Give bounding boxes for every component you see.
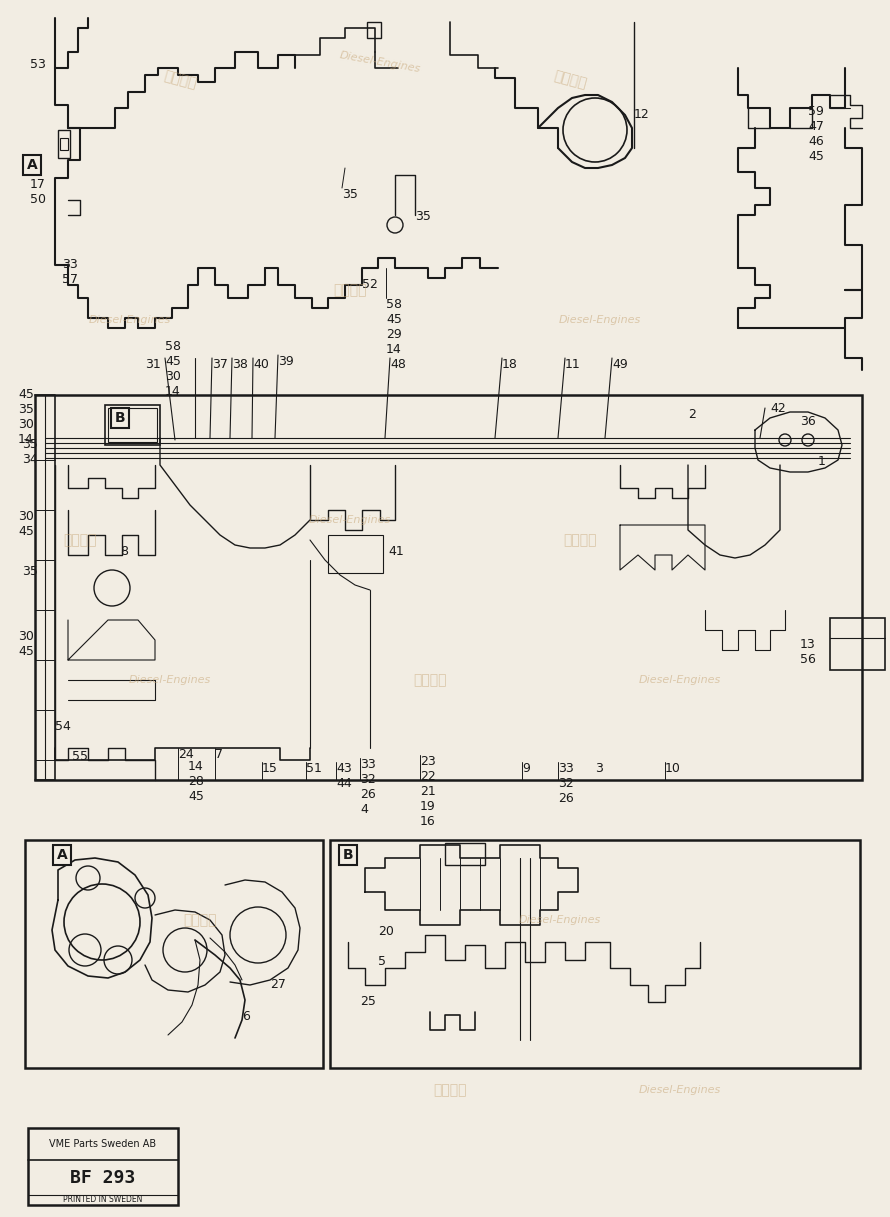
Text: 5: 5 — [378, 955, 386, 968]
Text: B: B — [343, 848, 353, 862]
Text: 30
45: 30 45 — [18, 630, 34, 658]
Text: 25: 25 — [360, 996, 376, 1008]
Bar — [25, 840, 323, 1069]
Text: 33
32
26
4: 33 32 26 4 — [360, 758, 376, 817]
Bar — [35, 396, 862, 780]
Text: 51: 51 — [306, 762, 322, 775]
Text: Diesel-Engines: Diesel-Engines — [309, 515, 391, 525]
Text: 35: 35 — [415, 211, 431, 223]
Text: 54: 54 — [55, 720, 71, 733]
Text: 8: 8 — [120, 545, 128, 559]
Text: 紫发动力: 紫发动力 — [183, 913, 217, 927]
Text: 33
32
26: 33 32 26 — [558, 762, 574, 804]
Text: 24: 24 — [178, 748, 194, 761]
Text: 37: 37 — [212, 358, 228, 371]
Text: 53: 53 — [30, 58, 46, 71]
Text: 35: 35 — [342, 187, 358, 201]
Text: 35: 35 — [22, 565, 38, 578]
Text: 55: 55 — [72, 750, 88, 763]
Text: Diesel-Engines: Diesel-Engines — [639, 675, 721, 685]
Text: 59
47
46
45: 59 47 46 45 — [808, 105, 824, 163]
Bar — [330, 840, 860, 1069]
Bar — [830, 618, 885, 671]
Text: 40: 40 — [253, 358, 269, 371]
Text: 紫发动力: 紫发动力 — [333, 284, 367, 297]
Text: 14
28
45: 14 28 45 — [188, 759, 204, 803]
Text: A: A — [27, 158, 37, 172]
Text: 紫发动力: 紫发动力 — [63, 533, 97, 546]
Text: 45
35
30
14: 45 35 30 14 — [18, 388, 34, 445]
Text: 30
45: 30 45 — [18, 510, 34, 538]
Text: 41: 41 — [388, 545, 404, 559]
Text: 49: 49 — [612, 358, 627, 371]
Text: 52: 52 — [362, 277, 378, 291]
Text: 36: 36 — [800, 415, 816, 428]
Text: 27: 27 — [270, 978, 286, 991]
Text: Diesel-Engines: Diesel-Engines — [129, 675, 211, 685]
Text: 10: 10 — [665, 762, 681, 775]
Text: 6: 6 — [242, 1010, 250, 1023]
Text: Diesel-Engines: Diesel-Engines — [639, 1086, 721, 1095]
Text: Diesel-Engines: Diesel-Engines — [519, 915, 601, 925]
Text: 紫发动力: 紫发动力 — [162, 69, 198, 91]
Text: Diesel-Engines: Diesel-Engines — [338, 50, 421, 74]
Bar — [105, 405, 160, 445]
Bar — [108, 408, 157, 442]
Text: 31: 31 — [145, 358, 161, 371]
Text: 18: 18 — [502, 358, 518, 371]
Text: 11: 11 — [565, 358, 581, 371]
Text: 紫发动力: 紫发动力 — [413, 673, 447, 688]
Text: 紫发动力: 紫发动力 — [563, 533, 597, 546]
Text: 7: 7 — [215, 748, 223, 761]
Text: 39: 39 — [278, 355, 294, 368]
Text: 35
34: 35 34 — [22, 438, 38, 466]
Text: 17
50: 17 50 — [30, 178, 46, 206]
Text: 15: 15 — [262, 762, 278, 775]
Bar — [328, 535, 383, 573]
Text: 33
57: 33 57 — [62, 258, 78, 286]
Text: 3: 3 — [595, 762, 603, 775]
Text: 23
22
21
19
16: 23 22 21 19 16 — [420, 755, 436, 828]
Text: VME Parts Sweden AB: VME Parts Sweden AB — [50, 1139, 157, 1149]
Bar — [58, 130, 70, 158]
Text: 58
45
30
14: 58 45 30 14 — [165, 340, 181, 398]
Text: 2: 2 — [688, 408, 696, 421]
Text: 38: 38 — [232, 358, 248, 371]
Bar — [367, 22, 381, 38]
Text: 紫发动力: 紫发动力 — [552, 69, 588, 91]
Text: Diesel-Engines: Diesel-Engines — [89, 315, 171, 325]
Text: 20: 20 — [378, 925, 394, 938]
Text: 紫发动力: 紫发动力 — [433, 1083, 466, 1097]
Text: 42: 42 — [770, 402, 786, 415]
Text: 9: 9 — [522, 762, 530, 775]
Text: Diesel-Engines: Diesel-Engines — [559, 315, 641, 325]
Bar — [445, 843, 485, 865]
Text: BF 293: BF 293 — [70, 1168, 135, 1187]
Text: B: B — [115, 411, 125, 425]
Bar — [28, 1128, 178, 1205]
Text: 48: 48 — [390, 358, 406, 371]
Text: 58
45
29
14: 58 45 29 14 — [386, 298, 402, 357]
Text: 12: 12 — [634, 108, 650, 120]
Text: 13
56: 13 56 — [800, 638, 816, 666]
Text: PRINTED IN SWEDEN: PRINTED IN SWEDEN — [63, 1195, 142, 1205]
Text: A: A — [57, 848, 68, 862]
Text: 1: 1 — [818, 455, 826, 469]
Bar — [60, 138, 68, 150]
Text: 43
44: 43 44 — [336, 762, 352, 790]
